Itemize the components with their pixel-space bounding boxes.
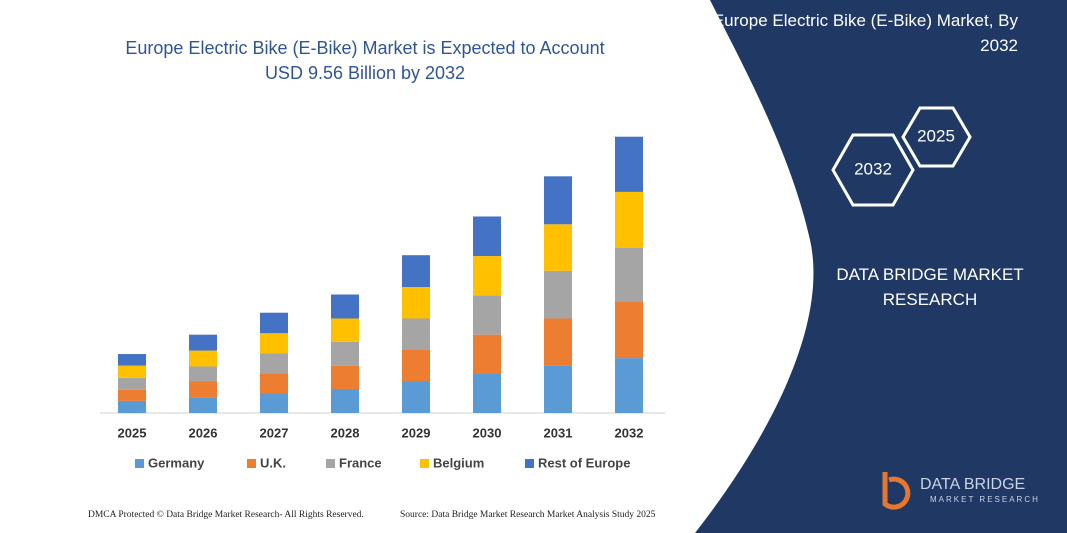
bar-segment [260, 312, 288, 334]
bar-segment [402, 318, 430, 350]
bar-segment [544, 270, 572, 319]
logo-name: DATA BRIDGE [920, 476, 1025, 493]
x-tick-label: 2026 [189, 425, 218, 440]
bar-segment [473, 295, 501, 335]
bar-segment [260, 333, 288, 354]
bar-segment [544, 318, 572, 366]
hex-label: 2025 [917, 126, 955, 145]
bar-segment [260, 353, 288, 374]
legend-label: Germany [148, 455, 205, 470]
bar-segment [331, 318, 359, 342]
legend-label: France [339, 455, 382, 470]
bar-segment [331, 389, 359, 413]
legend-swatch [247, 459, 256, 468]
x-tick-label: 2030 [473, 425, 502, 440]
bar-segment [615, 247, 643, 303]
bar-segment [402, 286, 430, 319]
footer-right: Source: Data Bridge Market Research Mark… [400, 510, 656, 520]
legend-swatch [525, 459, 534, 468]
chart-title: Europe Electric Bike (E-Bike) Market is … [125, 38, 605, 83]
bar-segment [118, 354, 146, 366]
bar-segment [544, 365, 572, 413]
bar-segment [331, 294, 359, 319]
bar-segment [544, 224, 572, 271]
legend-swatch [420, 459, 429, 468]
bar-segment [473, 216, 501, 257]
bar-segment [189, 381, 217, 398]
bar-segment [402, 349, 430, 382]
bar-segment [615, 302, 643, 359]
legend-label: Belgium [433, 455, 484, 470]
legend-swatch [135, 459, 144, 468]
footer-left: DMCA Protected © Data Bridge Market Rese… [88, 509, 364, 520]
bar-segment [615, 358, 643, 413]
bar-segment [544, 176, 572, 225]
x-tick-label: 2025 [118, 425, 147, 440]
bar-segment [473, 334, 501, 374]
bar-segment [331, 341, 359, 366]
panel-title: Europe Electric Bike (E-Bike) Market, By… [712, 11, 1018, 55]
company-name: DATA BRIDGE MARKET RESEARCH [836, 265, 1024, 309]
logo-mark [882, 472, 911, 510]
bar-segment [260, 373, 288, 394]
side-panel [695, 0, 1067, 533]
bar-segment [473, 256, 501, 296]
legend-label: Rest of Europe [538, 455, 630, 470]
legend-label: U.K. [260, 455, 286, 470]
bar-segment [189, 334, 217, 351]
x-tick-label: 2027 [260, 425, 289, 440]
bar-segment [118, 377, 146, 390]
legend-swatch [326, 459, 335, 468]
bar-segment [615, 191, 643, 248]
bar-segment [118, 389, 146, 401]
x-tick-label: 2028 [331, 425, 360, 440]
logo-sub: MARKET RESEARCH [930, 495, 1040, 504]
hex-label: 2032 [854, 159, 892, 178]
x-tick-label: 2032 [615, 425, 644, 440]
x-tick-label: 2029 [402, 425, 431, 440]
bar-segment [260, 393, 288, 413]
bar-segment [189, 397, 217, 413]
bar-segment [473, 373, 501, 413]
bar-segment [189, 366, 217, 382]
hexagon [901, 106, 972, 168]
x-tick-label: 2031 [544, 425, 573, 440]
bar-segment [118, 365, 146, 378]
hexagon [831, 133, 915, 207]
bar-segment [331, 365, 359, 390]
bar-segment [189, 350, 217, 367]
bar-segment [402, 255, 430, 287]
bar-segment [402, 381, 430, 413]
bar-segment [615, 136, 643, 192]
bar-segment [118, 400, 146, 413]
